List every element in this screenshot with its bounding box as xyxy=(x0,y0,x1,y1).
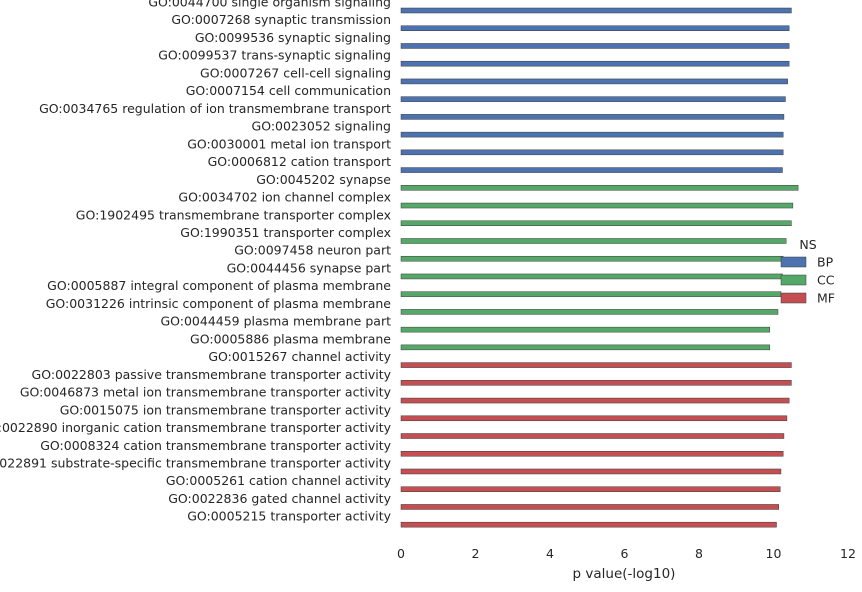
x-tick-label: 4 xyxy=(546,546,554,561)
category-labels: GO:0044700 single organism signaling GO:0… xyxy=(0,0,392,524)
category-label: GO:0099536 synaptic signaling xyxy=(195,30,391,45)
bar xyxy=(400,486,781,492)
bar xyxy=(400,309,779,315)
category-label: GO:0023052 signaling xyxy=(252,119,391,134)
category-label: GO:0015075 ion transmembrane transporter… xyxy=(60,402,392,417)
bars-layer xyxy=(400,7,799,528)
bar xyxy=(400,255,784,262)
category-label: GO:0044456 synapse part xyxy=(227,260,391,275)
bar xyxy=(400,397,790,404)
legend-label: BP xyxy=(817,255,834,270)
legend-label: CC xyxy=(817,273,835,288)
bar xyxy=(400,415,788,422)
category-label: GO:0005887 integral component of plasma … xyxy=(47,278,391,293)
category-label: GO:0006812 cation transport xyxy=(208,154,391,169)
category-label: GO:0022890 inorganic cation transmembran… xyxy=(0,420,392,435)
bar xyxy=(400,238,787,244)
x-tick-label: 6 xyxy=(621,546,629,561)
category-label: GO:0007267 cell-cell signaling xyxy=(200,65,391,80)
bar xyxy=(400,433,785,439)
bar xyxy=(400,185,799,191)
bar xyxy=(400,273,783,280)
bar xyxy=(400,43,790,49)
category-label: GO:0044459 plasma membrane part xyxy=(160,314,391,329)
legend-label: MF xyxy=(817,291,835,306)
bar xyxy=(400,291,782,297)
bar xyxy=(400,60,790,67)
bar xyxy=(400,468,782,475)
x-tick-label: 10 xyxy=(766,546,782,561)
x-tick-label: 12 xyxy=(840,546,856,561)
x-axis-title: p value(-log10) xyxy=(573,566,676,582)
bar xyxy=(400,167,783,173)
bar xyxy=(400,131,784,138)
category-label: GO:1990351 transporter complex xyxy=(180,225,391,240)
bar xyxy=(400,202,794,209)
category-label: GO:0099537 trans-synaptic signaling xyxy=(158,48,391,63)
category-label: GO:0045202 synapse xyxy=(256,172,391,187)
bar xyxy=(400,78,788,85)
bar xyxy=(400,326,771,333)
category-label: GO:0015267 channel activity xyxy=(208,349,391,364)
category-label: GO:0005886 plasma membrane xyxy=(190,331,391,346)
category-label: GO:0007154 cell communication xyxy=(186,83,391,98)
x-tick-label: 0 xyxy=(397,546,405,561)
category-label: GO:1902495 transmembrane transporter com… xyxy=(76,207,391,222)
bar xyxy=(400,114,785,120)
category-label: GO:0022891 substrate-specific transmembr… xyxy=(0,455,392,470)
bar xyxy=(400,149,784,156)
bar xyxy=(400,25,790,31)
bar xyxy=(400,96,786,102)
legend-swatch xyxy=(780,274,807,286)
bar xyxy=(400,504,779,510)
category-label: GO:0022836 gated channel activity xyxy=(168,491,391,506)
bar xyxy=(400,344,771,351)
category-label: GO:0044700 single organism signaling xyxy=(148,0,391,10)
category-label: GO:0007268 synaptic transmission xyxy=(171,12,391,27)
category-label: GO:0022803 passive transmembrane transpo… xyxy=(32,367,392,382)
legend-title: NS xyxy=(799,237,816,252)
bar xyxy=(400,451,784,457)
bar xyxy=(400,521,777,528)
category-label: GO:0005261 cation channel activity xyxy=(166,473,392,488)
legend-swatch xyxy=(780,292,807,304)
bar xyxy=(400,362,792,368)
bar xyxy=(400,7,792,14)
x-axis-ticks: 0 2 4 6 8 10 12 xyxy=(397,546,856,561)
category-label: GO:0031226 intrinsic component of plasma… xyxy=(46,296,392,311)
legend-entries: BP CC MF xyxy=(780,255,835,306)
legend-swatch xyxy=(780,256,807,268)
category-label: GO:0046873 metal ion transmembrane trans… xyxy=(20,385,392,400)
category-label: GO:0034765 regulation of ion transmembra… xyxy=(39,101,391,116)
category-label: GO:0097458 neuron part xyxy=(234,243,391,258)
category-label: GO:0005215 transporter activity xyxy=(187,509,391,524)
bar xyxy=(400,380,792,386)
category-label: GO:0008324 cation transmembrane transpor… xyxy=(40,438,391,453)
x-tick-label: 8 xyxy=(695,546,703,561)
category-label: GO:0030001 metal ion transport xyxy=(187,136,391,151)
x-tick-label: 2 xyxy=(472,546,480,561)
legend: NS BP CC MF xyxy=(780,237,835,306)
bar xyxy=(400,220,792,227)
category-label: GO:0034702 ion channel complex xyxy=(178,190,391,205)
